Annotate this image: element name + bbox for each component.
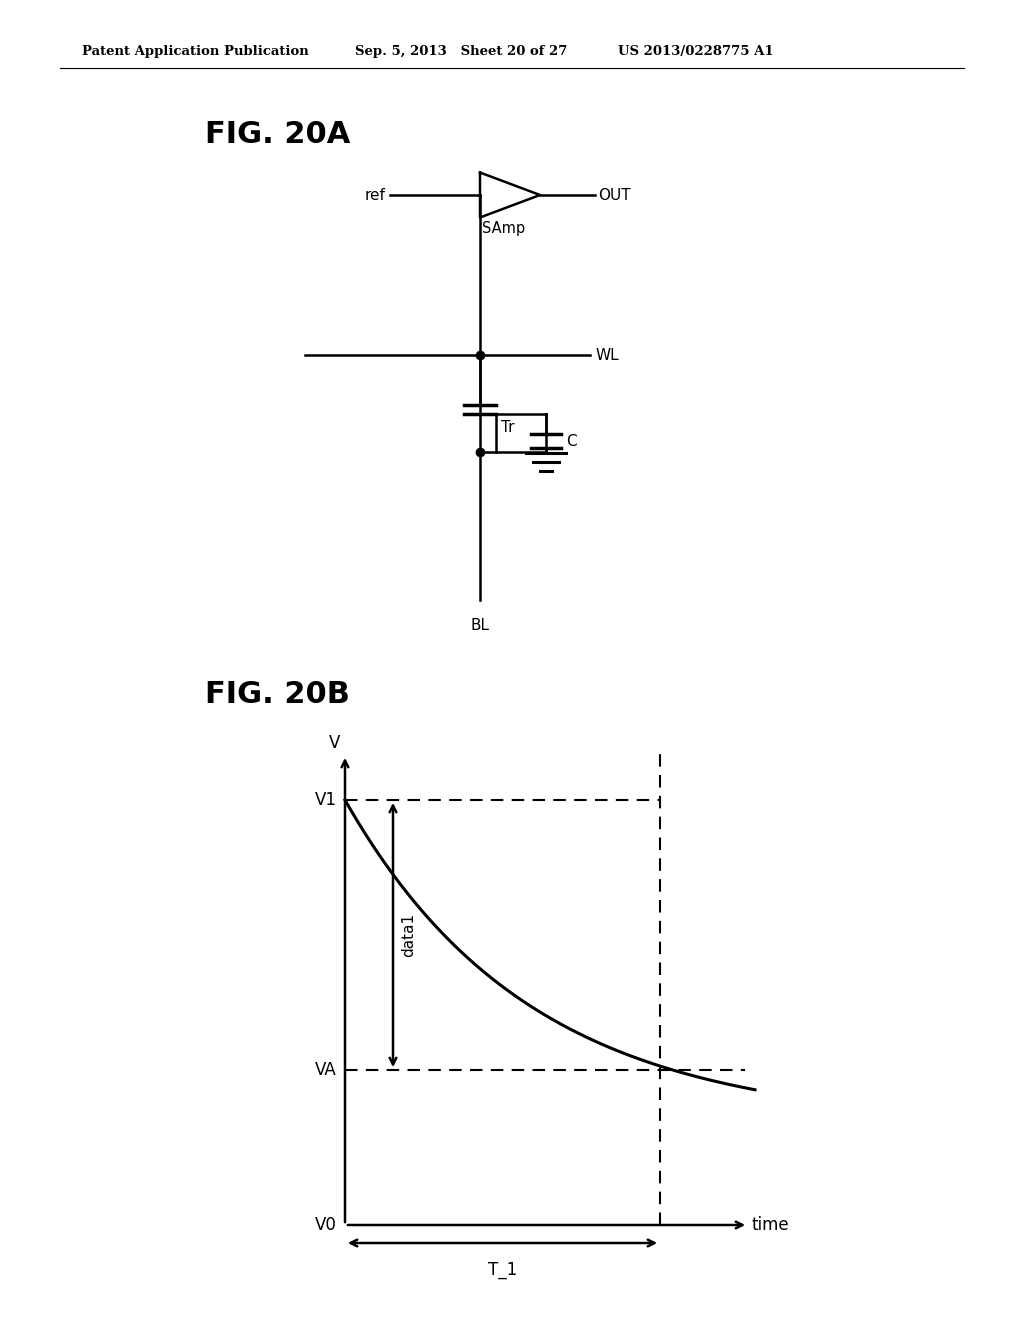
Text: time: time — [752, 1216, 790, 1234]
Text: WL: WL — [595, 347, 618, 363]
Text: ref: ref — [365, 187, 385, 202]
Text: FIG. 20A: FIG. 20A — [205, 120, 350, 149]
Text: SAmp: SAmp — [482, 220, 525, 235]
Text: VA: VA — [315, 1061, 337, 1078]
Text: Tr: Tr — [501, 420, 514, 436]
Text: Patent Application Publication: Patent Application Publication — [82, 45, 309, 58]
Text: BL: BL — [470, 618, 489, 634]
Text: V1: V1 — [315, 791, 337, 809]
Text: OUT: OUT — [598, 187, 631, 202]
Text: V0: V0 — [315, 1216, 337, 1234]
Text: T_1: T_1 — [487, 1261, 517, 1279]
Text: US 2013/0228775 A1: US 2013/0228775 A1 — [618, 45, 773, 58]
Text: Sep. 5, 2013   Sheet 20 of 27: Sep. 5, 2013 Sheet 20 of 27 — [355, 45, 567, 58]
Text: FIG. 20B: FIG. 20B — [205, 680, 350, 709]
Text: V: V — [329, 734, 340, 752]
Text: C: C — [566, 433, 577, 449]
Text: data1: data1 — [401, 913, 416, 957]
